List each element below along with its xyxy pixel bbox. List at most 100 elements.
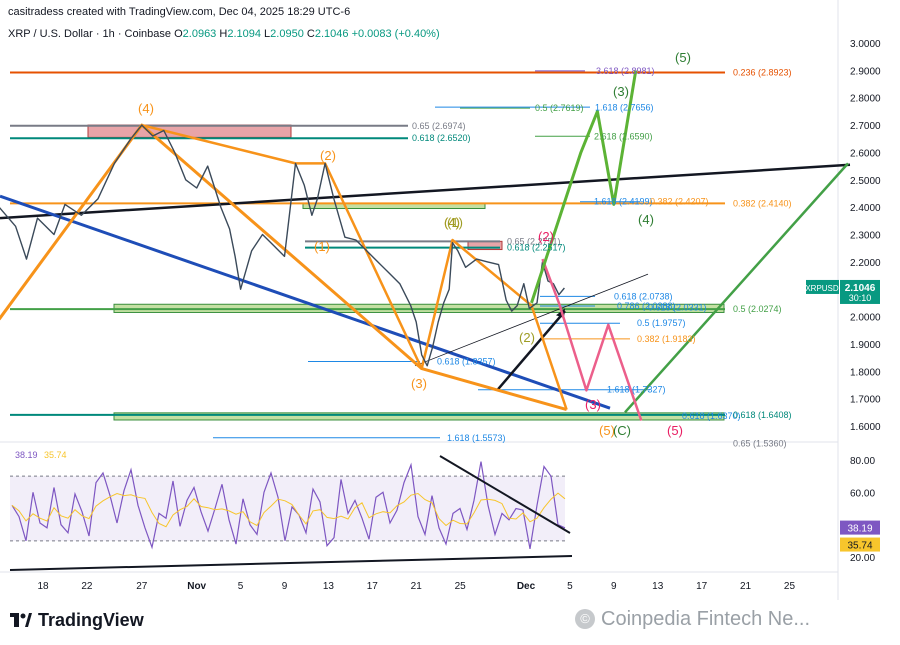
level-label: 0.5 (2.0274) <box>733 304 782 314</box>
fib-label: 0.618 (2.2517) <box>507 243 566 253</box>
price-tick-label: 2.3000 <box>850 231 881 242</box>
wave-label: (4) <box>444 215 460 230</box>
tradingview-logo-text: TradingView <box>38 610 144 630</box>
wave-label: (4) <box>638 212 654 227</box>
rsi-value-badge <box>840 520 880 535</box>
fib-label: 0.5 (2.7619) <box>535 103 584 113</box>
price-tick-label: 2.5000 <box>850 176 881 187</box>
green-projection-path <box>530 70 638 304</box>
rsi-tick-label: 60.00 <box>850 488 875 499</box>
rsi-value-legend: 38.19 <box>15 450 38 460</box>
watermark-text: Coinpedia Fintech Ne... <box>601 608 811 630</box>
fib-label: 0.382 (2.4207) <box>650 197 709 207</box>
time-tick-label: 25 <box>455 581 467 592</box>
rsi-tick-label: 20.00 <box>850 553 875 564</box>
fib-label: 1.618 (2.4199) <box>594 197 653 207</box>
time-tick-label: 5 <box>238 581 244 592</box>
wave-label: (5) <box>667 423 683 438</box>
fib-label: 0.618 (2.0331) <box>648 303 707 313</box>
price-badge-value: 2.1046 <box>845 283 876 294</box>
fib-label: 0.382 (1.9183) <box>637 334 696 344</box>
tradingview-logo-icon <box>10 613 32 627</box>
symbol-legend: XRP / U.S. Dollar · 1h · Coinbase O2.096… <box>8 28 440 40</box>
close-label: C <box>306 28 315 40</box>
fib-label: 1.618 (1.5573) <box>447 433 506 443</box>
level-label: 0.65 (2.6974) <box>412 121 466 131</box>
support-zone-low <box>113 412 725 421</box>
resistance-zone-top <box>87 124 292 138</box>
fib-label: 0.618 (2.0738) <box>614 291 673 301</box>
rsi-line <box>11 461 566 550</box>
time-tick-label: 13 <box>652 581 664 592</box>
arrow-shaft <box>496 310 566 392</box>
level-label: 0.382 (2.4140) <box>733 198 792 208</box>
time-tick-label: Dec <box>517 581 536 592</box>
open-value: 2.0963 <box>182 28 217 40</box>
wave-label: (1) <box>447 215 463 230</box>
wave-label: (3) <box>585 397 601 412</box>
price-tick-label: 2.8000 <box>850 94 881 105</box>
watermark: © Coinpedia Fintech Ne... <box>575 608 810 631</box>
price-badge <box>840 279 880 304</box>
time-tick-label: 22 <box>81 581 93 592</box>
wave-label: (2) <box>538 229 554 244</box>
price-tick-label: 2.0000 <box>850 313 881 324</box>
time-tick-label: 17 <box>696 581 708 592</box>
price-tick-label: 1.8000 <box>850 367 881 378</box>
chart-credit: casitradess created with TradingView.com… <box>8 6 351 18</box>
level-label: 0.618 (2.6520) <box>412 133 471 143</box>
time-tick-label: 17 <box>367 581 379 592</box>
wave-label: (3) <box>411 376 427 391</box>
time-tick-label: 21 <box>740 581 752 592</box>
time-tick-label: 27 <box>136 581 148 592</box>
time-tick-label: 13 <box>323 581 335 592</box>
fib-label: 1.618 (2.7656) <box>595 102 654 112</box>
fib-label: 2.618 (2.6590) <box>594 131 653 141</box>
high-label: H <box>219 28 228 40</box>
rsi-value-badge-text: 38.19 <box>847 524 872 535</box>
time-tick-label: 5 <box>567 581 573 592</box>
rsi-trendline-down <box>439 455 571 534</box>
price-badge-countdown: 30:10 <box>849 293 872 303</box>
wave-label: (5) <box>599 423 615 438</box>
orange-wave-path <box>0 123 568 412</box>
wave-label: (C) <box>613 423 631 438</box>
trendline-black-upper <box>0 163 851 220</box>
symbol-badge <box>806 279 839 294</box>
tradingview-logo: TradingView <box>10 610 144 631</box>
symbol-title: XRP / U.S. Dollar · 1h · Coinbase <box>8 28 172 40</box>
trendline-blue-lower <box>0 194 611 410</box>
price-tick-label: 2.4000 <box>850 203 881 214</box>
wave-label: (1) <box>314 239 330 254</box>
rsi-signal-legend: 35.74 <box>44 450 67 460</box>
rsi-signal-badge-text: 35.74 <box>847 541 872 552</box>
close-value: 2.1046 <box>314 28 349 40</box>
price-tick-label: 2.6000 <box>850 148 881 159</box>
price-tick-label: 1.9000 <box>850 340 881 351</box>
wave-label: (4) <box>444 215 460 230</box>
time-tick-label: 9 <box>282 581 288 592</box>
price-tick-label: 2.2000 <box>850 258 881 269</box>
price-tick-label: 1.7000 <box>850 395 881 406</box>
time-tick-label: 18 <box>37 581 49 592</box>
time-tick-label: 9 <box>611 581 617 592</box>
time-tick-label: 21 <box>411 581 423 592</box>
rsi-signal-badge <box>840 537 880 552</box>
price-tick-label: 1.6000 <box>850 422 881 433</box>
high-value: 2.1094 <box>227 28 261 40</box>
wave-label: (2) <box>519 330 535 345</box>
wave-label: (3) <box>613 84 629 99</box>
change-value: +0.0083 (+0.40%) <box>351 28 440 40</box>
fib-label: 3.618 (2.8981) <box>596 66 655 76</box>
price-tick-label: 2.7000 <box>850 121 881 132</box>
pink-projection-path <box>541 258 643 421</box>
price-line <box>0 124 565 367</box>
time-tick-label: 25 <box>784 581 796 592</box>
fib-label: 0.5 (1.9757) <box>637 318 686 328</box>
level-label: 0.236 (2.8923) <box>733 67 792 77</box>
wave-label: (5) <box>675 50 691 65</box>
fib-label: 0.786 (2.0388) <box>617 301 676 311</box>
low-value: 2.0950 <box>270 28 304 40</box>
trendline-green-rising <box>624 162 849 414</box>
